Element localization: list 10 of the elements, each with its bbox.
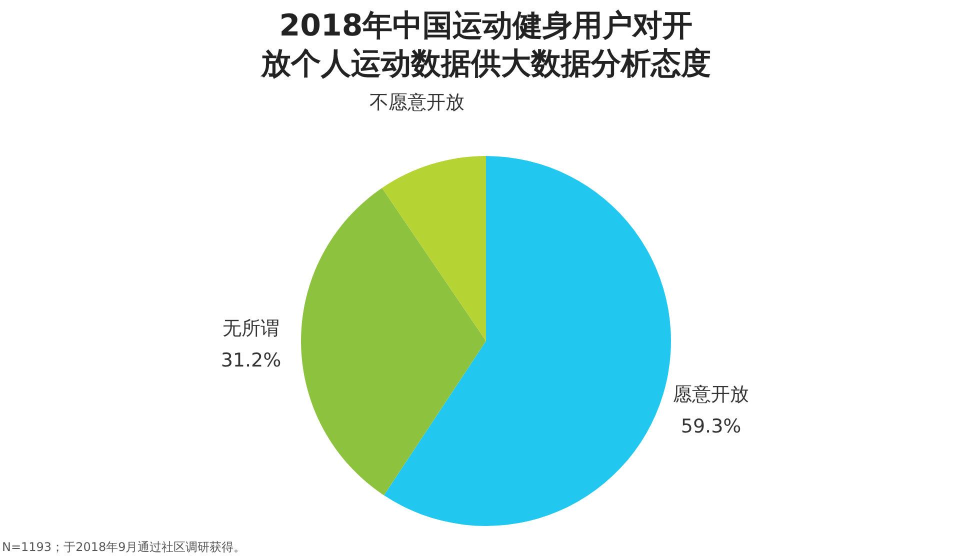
pie-slice [382,156,486,341]
data-label: 59.3% [680,416,742,438]
slice-label: 不愿意开放 [369,91,464,114]
slice-label: 愿意开放 [673,384,750,406]
text: N=1193；于2018年9月通过社区调研获得。 [2,540,246,554]
pie-slice [384,156,671,526]
pie-slice [301,188,486,496]
chart-title: 2018年中国运动健身用户对开放个人运动数据供大数据分析态度 [260,8,711,82]
data-label: 31.2% [220,349,282,372]
slice-label: 无所谓 [222,317,280,340]
